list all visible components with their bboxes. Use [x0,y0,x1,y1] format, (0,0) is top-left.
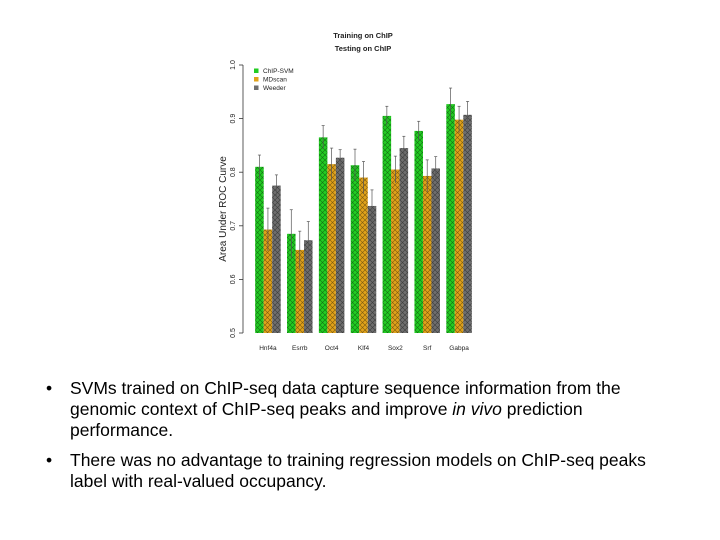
x-tick-label: Oct4 [325,345,339,352]
chart-subtitle: Testing on ChIP [335,44,392,53]
bar-hatch [446,104,455,334]
bar-hatch [255,166,264,333]
bar-hatch [350,165,360,333]
x-tick-label: Esrrb [292,345,308,352]
bullet-text-1a: SVMs trained on ChIP-seq data capture se… [70,378,621,419]
bar-hatch [414,130,423,333]
bar-chart: Training on ChIP Testing on ChIP Area Un… [218,31,472,352]
legend-label: ChIP-SVM [263,68,294,75]
x-tick-label: Sox2 [388,345,403,352]
legend-label: MDscan [263,77,287,84]
bar-hatch [391,169,400,333]
chart-title: Training on ChIP [333,31,393,40]
bullet-text-1-italic: in vivo [452,399,502,419]
legend-label: Weeder [263,85,286,92]
bar-hatch [272,185,281,333]
bullet-item-regression: • There was no advantage to training reg… [46,450,686,492]
y-tick-label: 0.6 [230,274,237,284]
bar-hatch [431,168,440,333]
bar-hatch [463,114,472,334]
bullet-item-svm: • SVMs trained on ChIP-seq data capture … [46,378,686,441]
bar-hatch [367,205,377,333]
x-tick-label: Hnf4a [259,345,277,352]
legend-swatch [254,77,259,82]
bar-hatch [295,249,305,333]
bar-hatch [422,175,432,333]
bar-hatch [382,115,392,333]
y-tick-label: 1.0 [230,60,237,70]
bar-hatch [287,233,296,333]
bar-hatch [399,148,409,333]
bar-hatch [454,119,464,333]
bullet-text-1b: prediction performance. [70,399,583,440]
bar-hatch [335,157,345,333]
y-tick-label: 0.5 [230,328,237,338]
chart-container: Training on ChIP Testing on ChIP Area Un… [205,25,495,365]
bar-hatch [304,240,313,333]
bullet-dot: • [46,450,53,470]
bar-hatch [327,164,336,333]
bullet-dot: • [46,378,53,398]
legend-swatch [254,85,259,90]
bar-hatch [263,229,273,333]
bullet-list: • SVMs trained on ChIP-seq data capture … [46,378,686,501]
y-tick-label: 0.9 [230,114,237,124]
x-tick-label: Srf [423,345,432,352]
y-tick-label: 0.8 [230,167,237,177]
x-tick-label: Gabpa [449,345,469,352]
y-tick-label: 0.7 [230,221,237,231]
x-tick-label: Klf4 [358,345,370,352]
legend-swatch [254,68,259,73]
bullet-text-2: There was no advantage to training regre… [70,450,646,491]
y-axis-label: Area Under ROC Curve [218,156,229,262]
bar-hatch [359,177,368,333]
bar-hatch [318,137,328,333]
